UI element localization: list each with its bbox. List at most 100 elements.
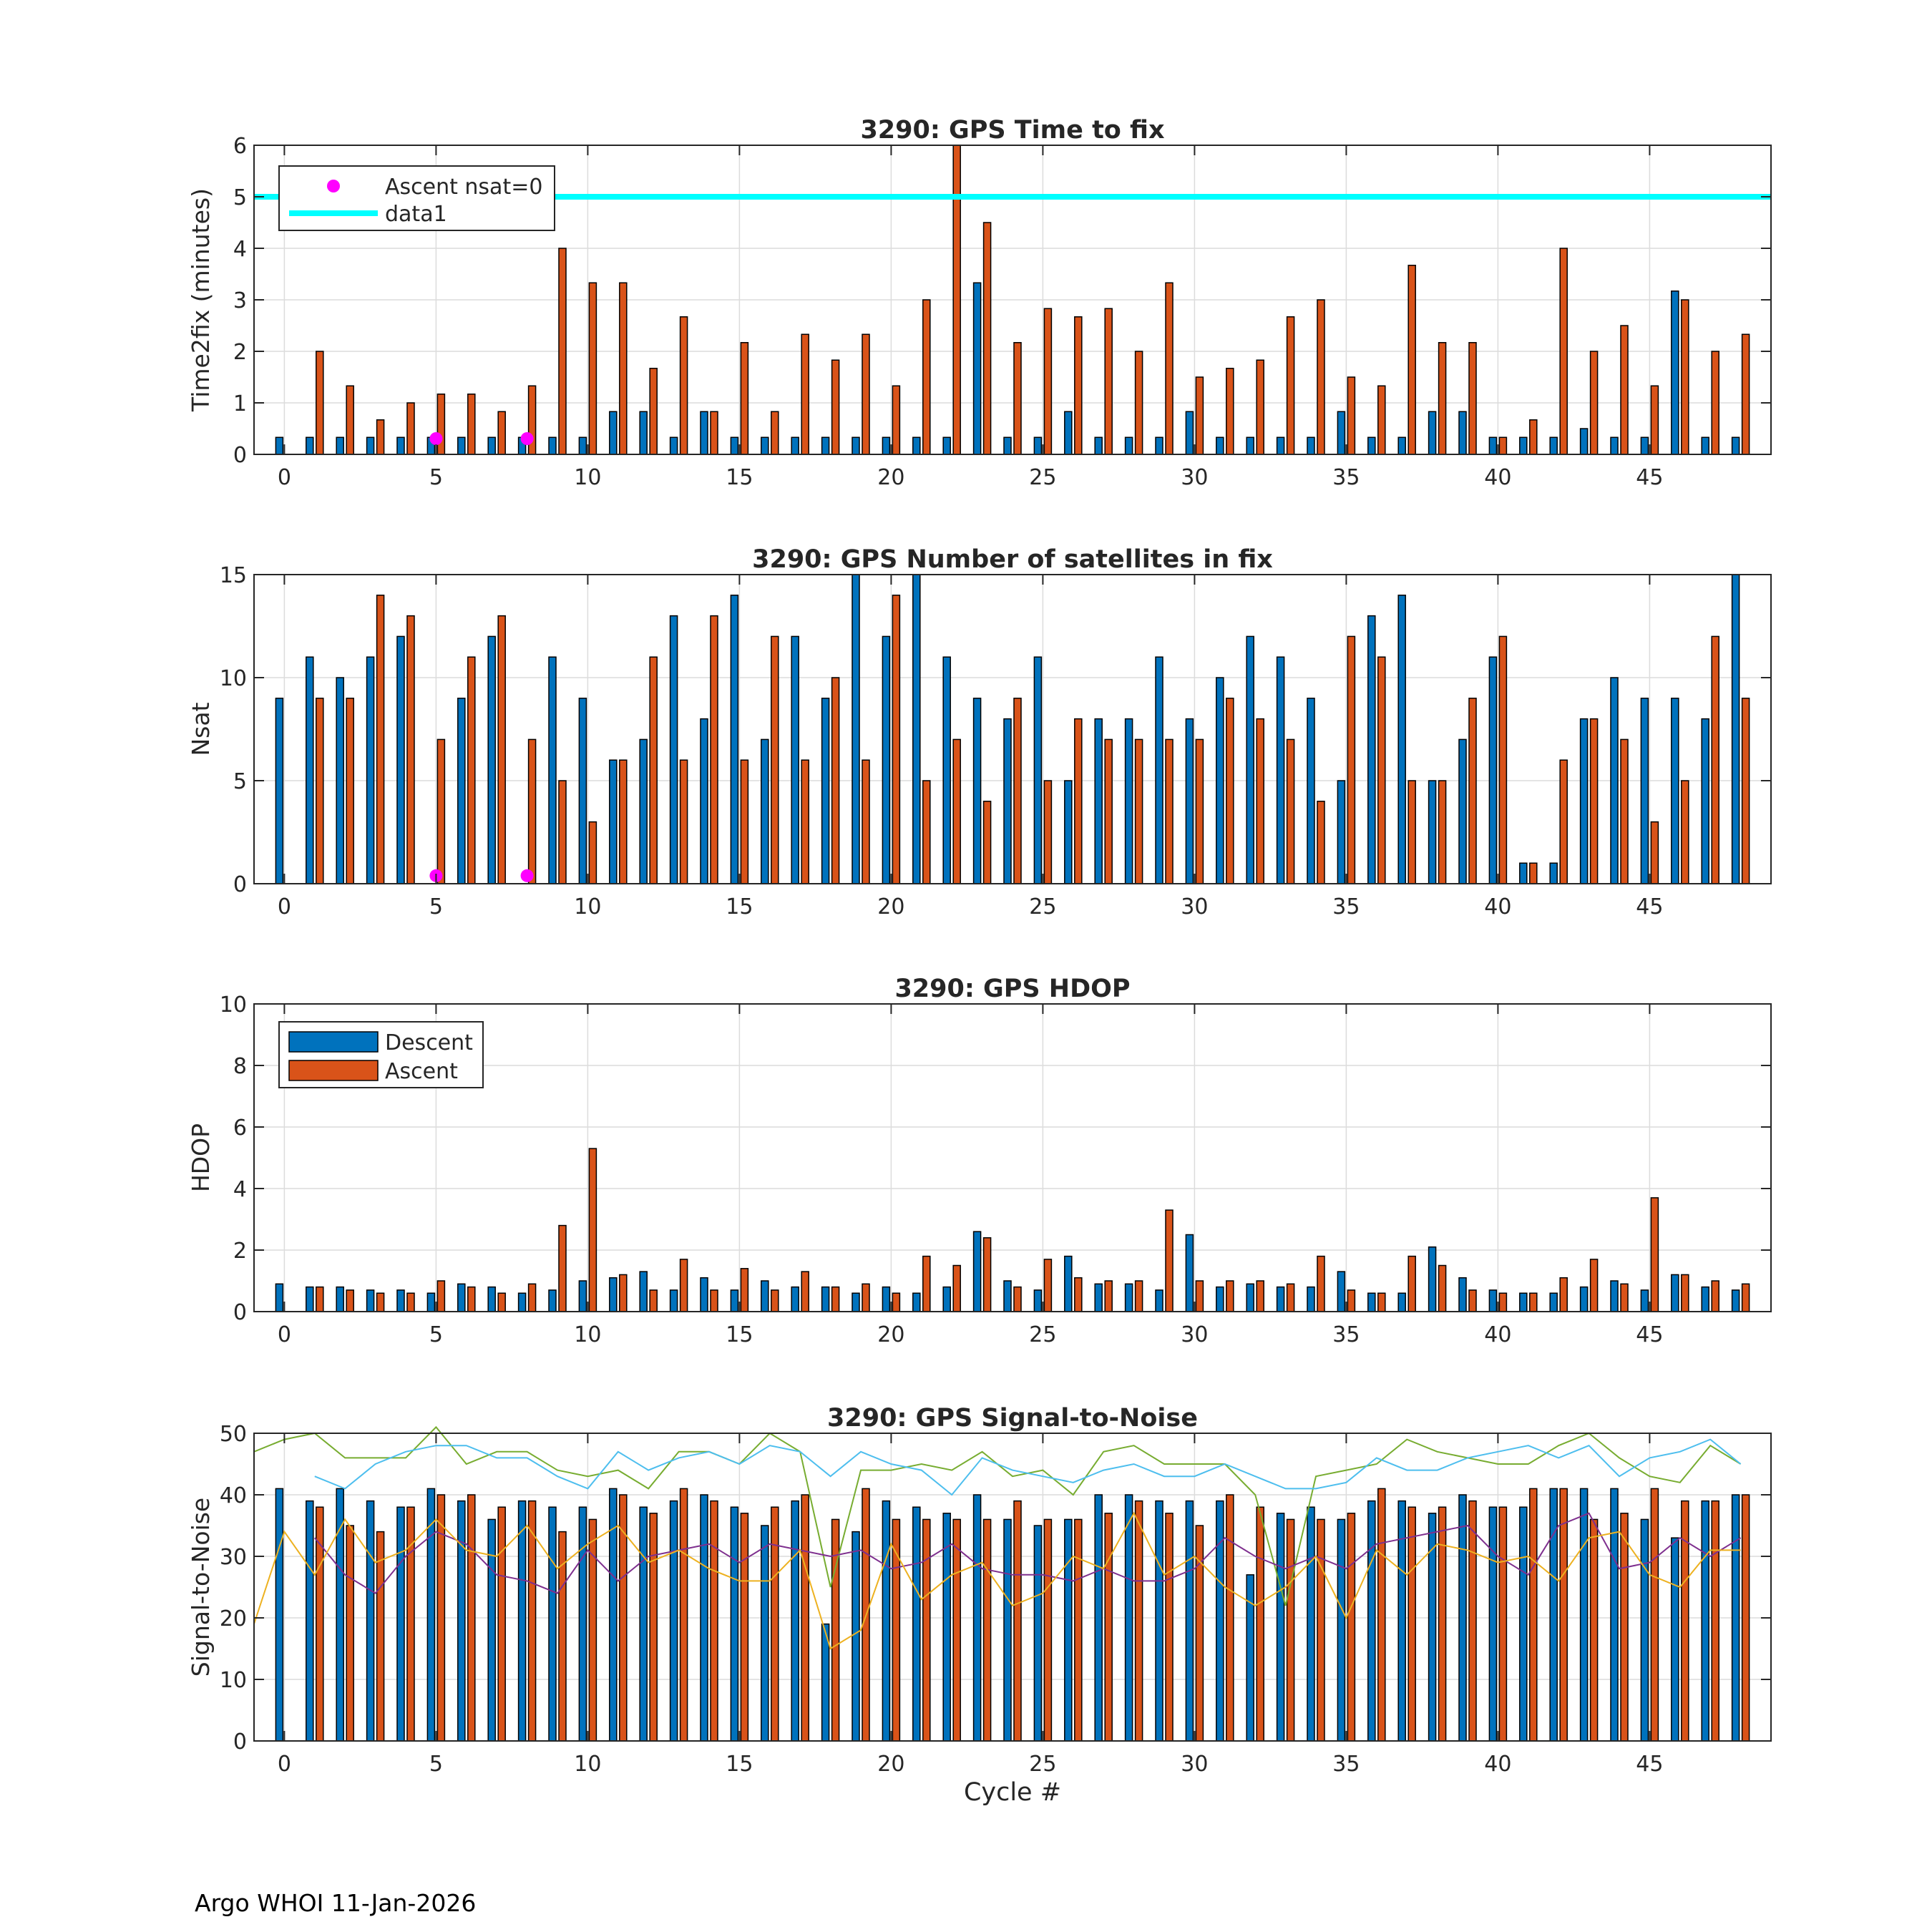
p2-bar-descent-11 bbox=[609, 759, 618, 884]
p2-bar-ascent-11 bbox=[619, 759, 628, 884]
p3-bar-descent-30 bbox=[1185, 1234, 1194, 1312]
p1-xtick-label-25: 25 bbox=[1029, 465, 1056, 490]
p4-bar-descent-13 bbox=[669, 1500, 678, 1742]
p3-bar-ascent-44 bbox=[1620, 1283, 1629, 1312]
p3-axes-box bbox=[253, 1003, 1772, 1312]
p3-bar-ascent-48 bbox=[1741, 1283, 1750, 1312]
p1-bar-descent-10 bbox=[578, 436, 587, 455]
p2-bar-ascent-1 bbox=[316, 698, 324, 884]
p3-bar-ascent-4 bbox=[406, 1292, 415, 1312]
p3-bar-descent-38 bbox=[1428, 1246, 1437, 1312]
p1-xtick-label-35: 35 bbox=[1332, 465, 1360, 490]
p3-bar-descent-36 bbox=[1367, 1292, 1376, 1312]
p1-bar-ascent-1 bbox=[316, 351, 324, 455]
p1-ytick-label-4: 4 bbox=[233, 237, 247, 262]
p4-bar-descent-12 bbox=[639, 1506, 648, 1742]
p3-bar-ascent-29 bbox=[1165, 1209, 1174, 1312]
p3-bar-ascent-23 bbox=[982, 1237, 992, 1312]
p4-ytick-label-40: 40 bbox=[220, 1483, 247, 1508]
p4-bar-descent-17 bbox=[791, 1500, 799, 1742]
p3-bar-descent-14 bbox=[700, 1277, 708, 1312]
p1-bar-ascent-42 bbox=[1559, 248, 1568, 455]
p2-bar-descent-42 bbox=[1549, 862, 1558, 884]
p4-bar-descent-16 bbox=[761, 1525, 769, 1742]
p3-xtick-label-15: 15 bbox=[726, 1322, 753, 1347]
p4-bar-descent-45 bbox=[1640, 1518, 1649, 1742]
p2-bar-ascent-44 bbox=[1620, 738, 1629, 884]
p2-bar-descent-37 bbox=[1397, 595, 1406, 884]
p1-bar-descent-15 bbox=[730, 436, 739, 455]
p2-bar-ascent-33 bbox=[1286, 738, 1295, 884]
p3-bar-ascent-30 bbox=[1195, 1280, 1204, 1312]
p3-bar-descent-31 bbox=[1216, 1286, 1224, 1312]
p4-bar-ascent-12 bbox=[649, 1513, 658, 1742]
p3-bar-descent-24 bbox=[1003, 1280, 1012, 1312]
p1-bar-descent-37 bbox=[1397, 436, 1406, 455]
p4-bar-ascent-37 bbox=[1407, 1506, 1416, 1742]
p1-bar-descent-19 bbox=[852, 436, 860, 455]
p4-bar-descent-44 bbox=[1610, 1488, 1619, 1742]
p2-xtick-label-40: 40 bbox=[1484, 894, 1511, 919]
p1-bar-descent-26 bbox=[1064, 411, 1073, 455]
p4-bar-descent-6 bbox=[457, 1500, 466, 1742]
p3-legend-label-ascent: Ascent bbox=[385, 1059, 458, 1084]
p1-bar-ascent-36 bbox=[1377, 385, 1386, 455]
p4-bar-ascent-7 bbox=[497, 1506, 506, 1742]
p4-bar-ascent-26 bbox=[1074, 1518, 1083, 1742]
p3-bar-ascent-47 bbox=[1711, 1280, 1719, 1312]
p2-bar-ascent-39 bbox=[1468, 698, 1477, 884]
p2-bar-ascent-36 bbox=[1377, 656, 1386, 884]
p1-bar-descent-14 bbox=[700, 411, 708, 455]
p3-bar-ascent-17 bbox=[801, 1271, 809, 1312]
p1-bar-ascent-10 bbox=[588, 282, 597, 455]
p1-bar-descent-24 bbox=[1003, 436, 1012, 455]
p4-bar-descent-33 bbox=[1276, 1513, 1285, 1742]
p4-bar-descent-47 bbox=[1701, 1500, 1709, 1742]
p3-xtick-label-35: 35 bbox=[1332, 1322, 1360, 1347]
p2-bar-descent-47 bbox=[1701, 718, 1709, 884]
p2-bar-descent-35 bbox=[1337, 780, 1346, 884]
p1-bar-ascent-6 bbox=[467, 394, 476, 455]
p1-legend-label-data1: data1 bbox=[385, 202, 447, 227]
p4-bar-ascent-3 bbox=[376, 1531, 385, 1742]
p1-bar-descent-41 bbox=[1519, 436, 1528, 455]
p1-bar-descent-36 bbox=[1367, 436, 1376, 455]
p2-bar-ascent-26 bbox=[1074, 718, 1083, 884]
p1-bar-descent-1 bbox=[306, 436, 314, 455]
p2-bar-ascent-4 bbox=[406, 615, 415, 884]
p4-bar-ascent-47 bbox=[1711, 1500, 1719, 1742]
p4-bar-ascent-41 bbox=[1529, 1488, 1538, 1742]
p1-ytick-label-5: 5 bbox=[233, 185, 247, 210]
p4-bar-ascent-39 bbox=[1468, 1500, 1477, 1742]
p2-bar-ascent-8 bbox=[527, 738, 537, 884]
p4-bar-ascent-34 bbox=[1317, 1518, 1325, 1742]
p1-ytick-label-2: 2 bbox=[233, 340, 247, 365]
p2-bar-ascent-32 bbox=[1256, 718, 1264, 884]
p2-ytick-label-15: 15 bbox=[220, 563, 247, 588]
p4-xtick-label-25: 25 bbox=[1029, 1752, 1056, 1777]
p1-xtick-label-0: 0 bbox=[278, 465, 291, 490]
p1-bar-descent-9 bbox=[548, 436, 557, 455]
p4-bar-descent-29 bbox=[1155, 1500, 1163, 1742]
p3-bar-descent-34 bbox=[1307, 1286, 1315, 1312]
p4-xtick-label-15: 15 bbox=[726, 1752, 753, 1777]
p1-bar-descent-47 bbox=[1701, 436, 1709, 455]
p4-bar-descent-20 bbox=[882, 1500, 891, 1742]
p3-legend-swatch-descent bbox=[288, 1031, 379, 1053]
p2-bar-descent-17 bbox=[791, 635, 799, 884]
p1-bar-ascent-41 bbox=[1529, 419, 1538, 455]
p2-axes-box bbox=[253, 574, 1772, 884]
p4-bar-descent-36 bbox=[1367, 1500, 1376, 1742]
p3-bar-descent-3 bbox=[366, 1289, 375, 1312]
p3-bar-descent-15 bbox=[730, 1289, 739, 1312]
p4-ytick-label-50: 50 bbox=[220, 1422, 247, 1447]
p4-bar-ascent-48 bbox=[1741, 1494, 1750, 1742]
p3-bar-descent-41 bbox=[1519, 1292, 1528, 1312]
p4-bar-ascent-15 bbox=[740, 1513, 749, 1742]
p3-bar-ascent-37 bbox=[1407, 1255, 1416, 1312]
p4-bar-descent-15 bbox=[730, 1506, 739, 1742]
p3-legend-label-descent: Descent bbox=[385, 1030, 473, 1055]
p1-bar-descent-0 bbox=[275, 436, 284, 455]
p1-bar-ascent-40 bbox=[1498, 436, 1508, 455]
p2-bar-ascent-40 bbox=[1498, 635, 1508, 884]
